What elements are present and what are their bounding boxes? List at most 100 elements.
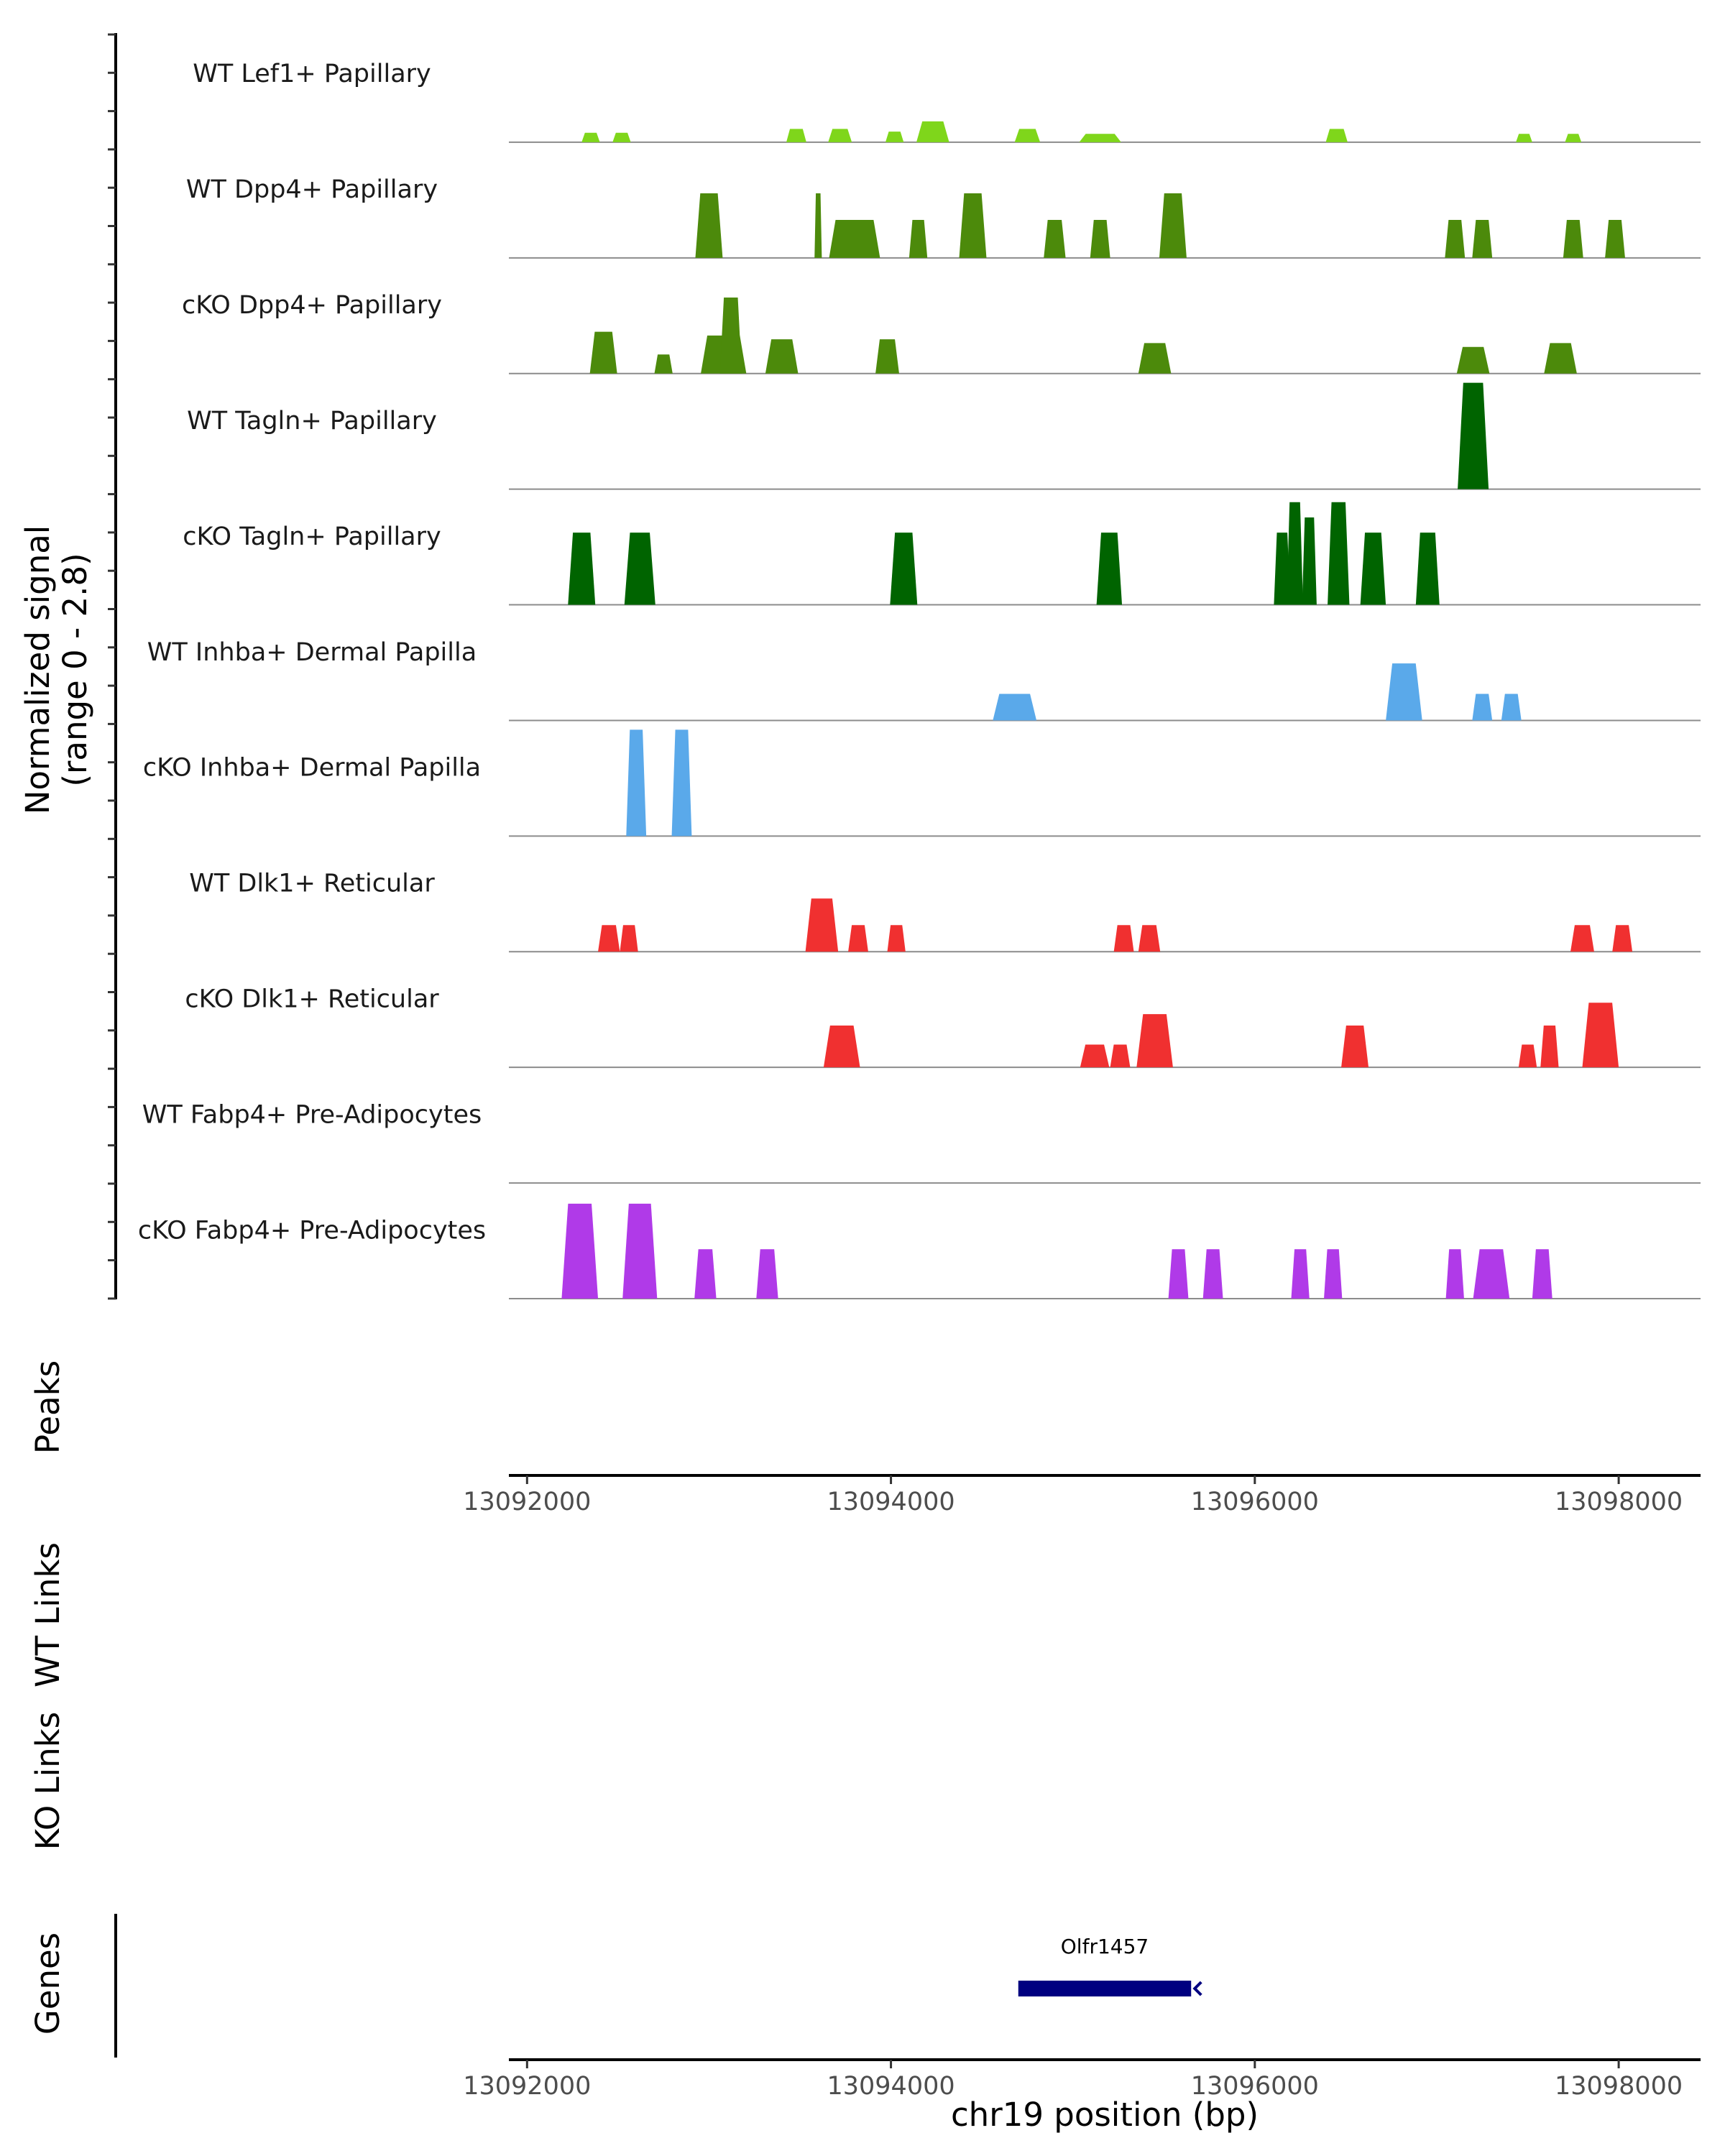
gene-strand-arrow: [1192, 1981, 1202, 1996]
signal-peak: [765, 339, 799, 374]
signal-peak: [1565, 134, 1582, 142]
signal-peak: [1501, 694, 1522, 721]
signal-peak: [568, 533, 596, 605]
signal-peak: [1324, 1249, 1343, 1299]
track-label: WT Dlk1+ Reticular: [189, 870, 435, 898]
signal-peak: [1159, 193, 1187, 258]
signal-peak: [1472, 694, 1493, 721]
track-label: WT Lef1+ Papillary: [193, 60, 431, 88]
x-axis-top: 13092000 13094000 13096000 13098000: [463, 1474, 1701, 1516]
signal-peak: [1138, 343, 1172, 374]
signal-peak: [1136, 1014, 1173, 1068]
signal-peak: [828, 129, 852, 142]
signal-axis: [108, 33, 117, 1300]
signal-peak: [1328, 502, 1350, 605]
signal-peak: [1079, 134, 1121, 142]
signal-peak: [993, 694, 1037, 721]
signal-peak: [756, 1249, 778, 1299]
track-wt-dpp4-papillary: WT Dpp4+ Papillary: [186, 175, 1701, 259]
track-label: cKO Fabp4+ Pre-Adipocytes: [138, 1216, 486, 1245]
signal-peak: [814, 193, 822, 258]
track-cko-dpp4-papillary: cKO Dpp4+ Papillary: [182, 291, 1701, 374]
gene-track: Olfr1457: [1018, 1935, 1202, 1996]
x-tick-label: 13096000: [1191, 2072, 1319, 2101]
signal-peak: [1080, 1044, 1110, 1068]
signal-peak: [823, 1026, 860, 1068]
track-cko-fabp4-pre-adipocytes: cKO Fabp4+ Pre-Adipocytes: [138, 1203, 1701, 1299]
wt-links-panel-label: WT Links: [29, 1542, 67, 1687]
track-label: WT Dpp4+ Papillary: [186, 175, 438, 204]
gene-label: Olfr1457: [1061, 1935, 1149, 1958]
signal-peak: [589, 331, 617, 374]
x-tick-label: 13094000: [827, 2072, 954, 2101]
signal-peak: [624, 533, 656, 605]
signal-peak: [875, 339, 899, 374]
track-label: WT Inhba+ Dermal Papilla: [147, 638, 477, 667]
track-label: cKO Dlk1+ Reticular: [185, 985, 439, 1014]
signal-peak: [1605, 219, 1625, 258]
signal-peak: [890, 533, 918, 605]
signal-peak: [654, 354, 673, 374]
track-wt-tagln-papillary: WT Tagln+ Papillary: [187, 382, 1701, 490]
gene-olfr1457: Olfr1457: [1018, 1935, 1202, 1996]
signal-peak: [1138, 925, 1161, 952]
signal-peak: [1532, 1249, 1552, 1299]
signal-peak: [829, 219, 880, 258]
x-tick-label: 13094000: [827, 1488, 954, 1516]
signal-peak: [719, 297, 742, 374]
signal-peak: [1110, 1044, 1131, 1068]
gene-body: [1018, 1981, 1192, 1996]
signal-peak: [695, 193, 723, 258]
signal-peak: [1518, 1044, 1537, 1068]
track-label: cKO Dpp4+ Papillary: [182, 291, 442, 320]
signal-peak: [612, 132, 631, 142]
track-label: WT Tagln+ Papillary: [187, 407, 437, 436]
signal-peak: [1445, 219, 1466, 258]
signal-peak: [1090, 219, 1110, 258]
signal-peak: [887, 925, 906, 952]
ko-links-panel-label: KO Links: [29, 1712, 67, 1850]
x-tick-label: 13098000: [1555, 1488, 1683, 1516]
coverage-tracks: WT Lef1+ Papillary WT Dpp4+ Papillary cKO …: [138, 60, 1701, 1299]
genes-panel-label: Genes: [29, 1932, 67, 2035]
track-wt-fabp4-pre-adipocytes: WT Fabp4+ Pre-Adipocytes: [142, 1100, 1701, 1184]
signal-peak: [1582, 1003, 1619, 1068]
track-label: cKO Inhba+ Dermal Papilla: [143, 754, 481, 783]
signal-peak: [1325, 129, 1348, 142]
signal-peak: [1445, 1249, 1464, 1299]
x-axis-bottom: 13092000 13094000 13096000 13098000: [463, 2058, 1701, 2101]
signal-axis-subtitle: (range 0 - 2.8): [56, 553, 94, 786]
signal-peak: [622, 1203, 658, 1299]
signal-peak: [1287, 502, 1303, 605]
signal-peak: [1096, 533, 1123, 605]
signal-peak: [1360, 533, 1386, 605]
signal-peak: [1612, 925, 1633, 952]
signal-peak: [581, 132, 600, 142]
signal-peak: [959, 193, 987, 258]
signal-peak: [1570, 925, 1594, 952]
x-axis-title: chr19 position (bp): [951, 2096, 1259, 2134]
track-cko-dlk1-reticular: cKO Dlk1+ Reticular: [185, 985, 1701, 1069]
signal-peak: [885, 132, 904, 142]
track-label: WT Fabp4+ Pre-Adipocytes: [142, 1100, 482, 1129]
signal-peak: [916, 121, 949, 142]
track-wt-dlk1-reticular: WT Dlk1+ Reticular: [189, 870, 1701, 953]
signal-peak: [1472, 219, 1493, 258]
track-wt-inhba-dermal-papilla: WT Inhba+ Dermal Papilla: [147, 638, 1701, 722]
track-label: cKO Tagln+ Papillary: [183, 522, 441, 551]
signal-peak: [1563, 219, 1583, 258]
signal-peak: [1113, 925, 1134, 952]
signal-peak: [1302, 517, 1317, 605]
signal-peak: [848, 925, 868, 952]
peaks-panel-label: Peaks: [29, 1360, 67, 1454]
signal-peak: [1415, 533, 1440, 605]
signal-peak: [620, 925, 638, 952]
signal-peak: [1274, 533, 1291, 605]
x-tick-label: 13098000: [1555, 2072, 1683, 2101]
track-wt-lef1-papillary: WT Lef1+ Papillary: [193, 60, 1701, 143]
signal-peak: [1516, 134, 1532, 142]
signal-peak: [1473, 1249, 1510, 1299]
signal-peak: [1202, 1249, 1223, 1299]
signal-peak: [805, 898, 839, 952]
